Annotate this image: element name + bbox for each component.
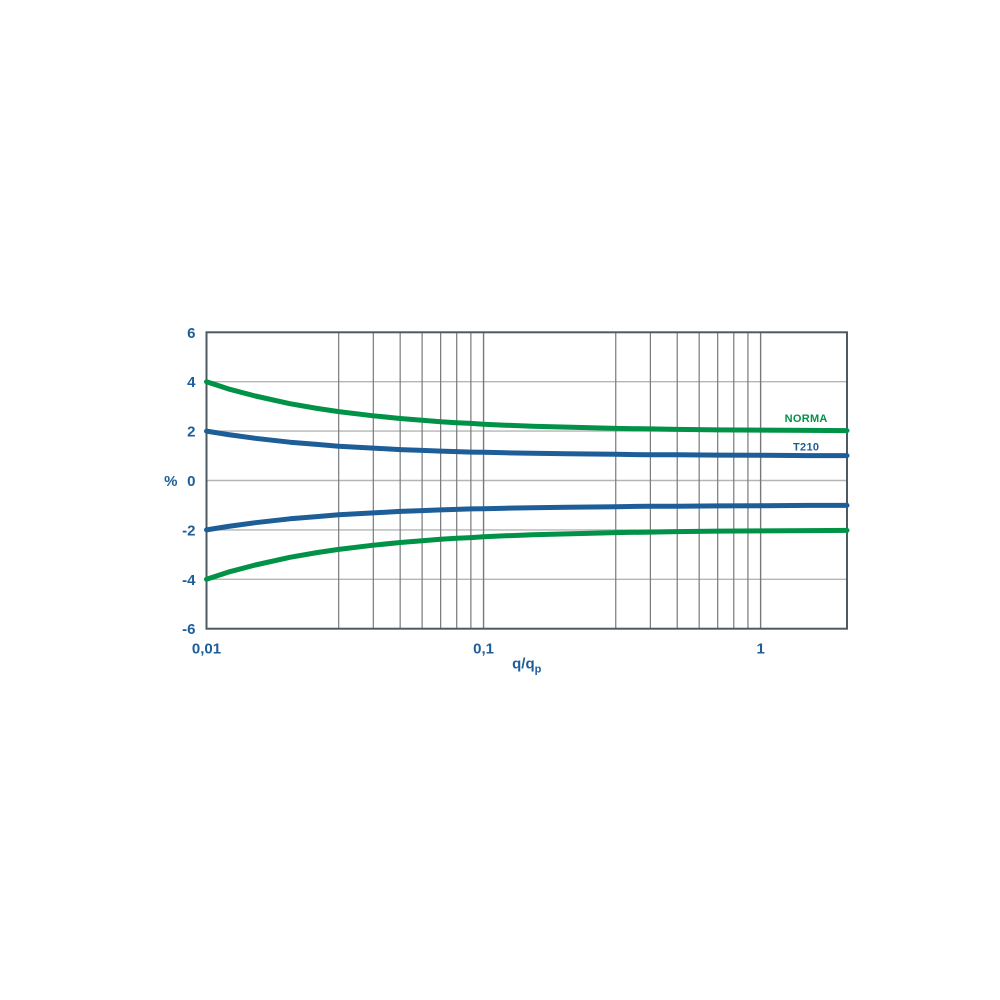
x-axis-title: q/qp (512, 656, 542, 676)
y-tick-label: 4 (187, 374, 196, 391)
x-tick-labels: 0,01 0,1 1 (192, 641, 765, 658)
y-tick-label: -6 (182, 621, 195, 638)
vertical-gridlines (338, 332, 762, 629)
y-tick-label: 2 (187, 424, 195, 441)
y-axis-title: % (164, 473, 177, 490)
legend-norma-label: NORMA (785, 413, 828, 425)
y-tick-labels: 6 4 2 0 -2 -4 -6 (182, 325, 196, 638)
x-tick-label: 1 (756, 641, 764, 658)
horizontal-gridlines (206, 381, 847, 580)
plot-border (205, 331, 848, 630)
legend-t210-label: T210 (793, 442, 819, 454)
series-line-2 (204, 428, 850, 459)
x-tick-label: 0,01 (192, 641, 221, 658)
series-line-1 (204, 527, 850, 582)
x-tick-label: 0,1 (473, 641, 494, 658)
y-tick-label: -4 (182, 572, 196, 589)
series-line-0 (204, 379, 850, 434)
series-line-3 (204, 502, 850, 533)
y-tick-label: 0 (187, 473, 195, 490)
y-tick-label: 6 (187, 325, 195, 342)
y-tick-label: -2 (182, 522, 195, 539)
